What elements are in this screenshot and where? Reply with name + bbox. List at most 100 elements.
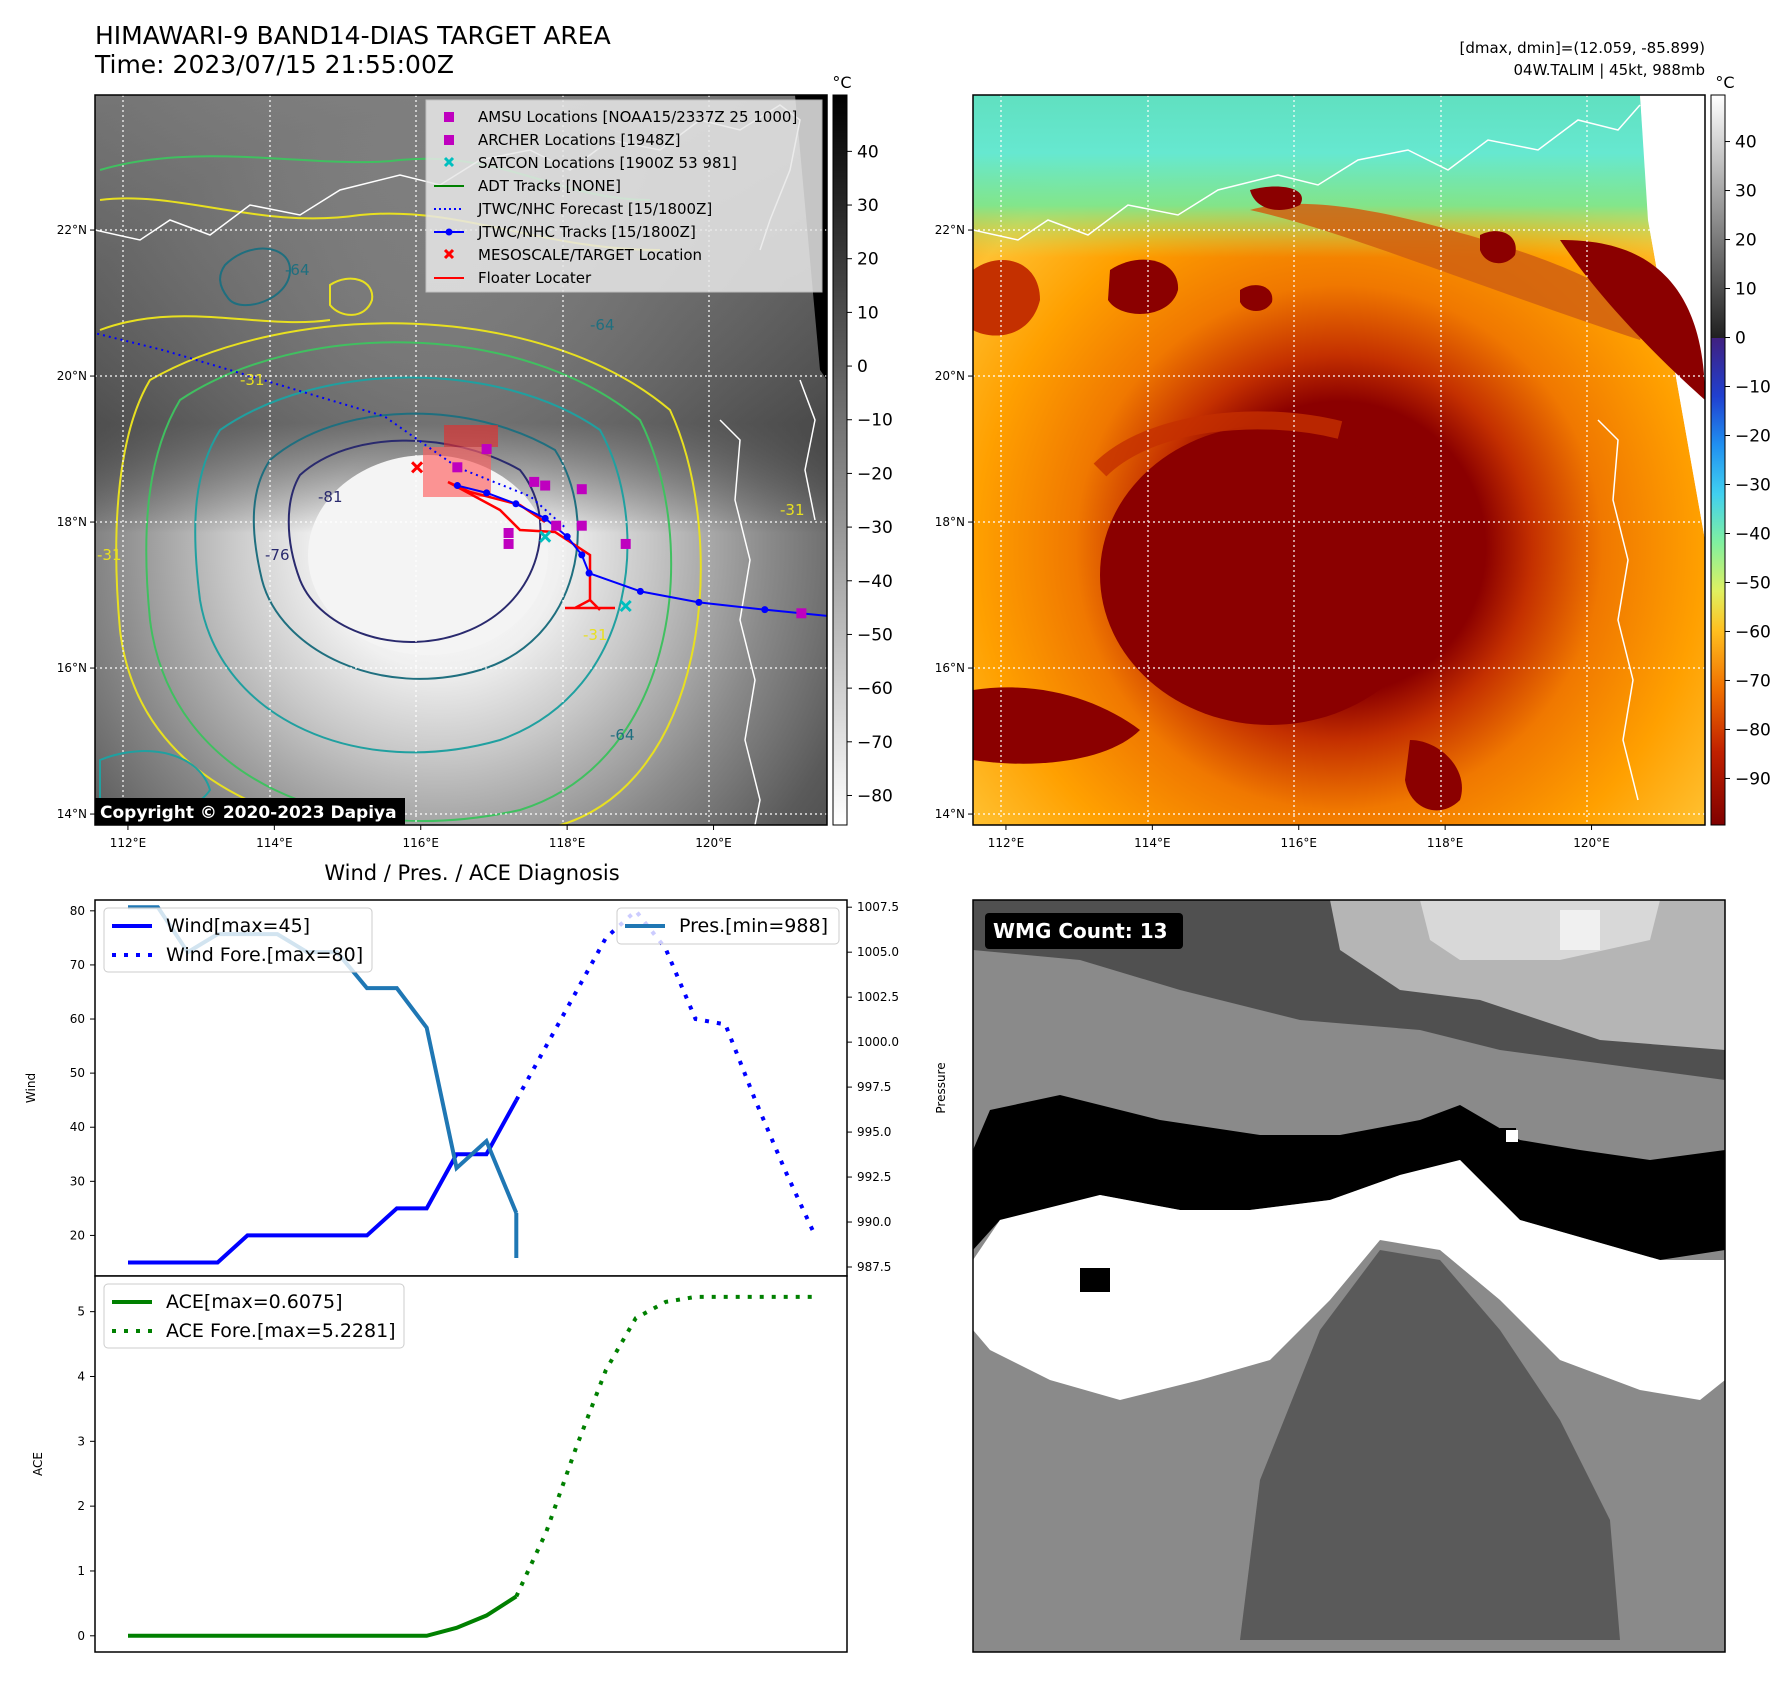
color-cloud-blob xyxy=(1405,740,1462,811)
legend-dot-symbol xyxy=(445,228,453,236)
colorbar-tick-label: −80 xyxy=(1735,720,1771,740)
left-colorbar-unit: °C xyxy=(832,73,851,92)
contour-label: -64 xyxy=(285,261,310,279)
wind-tick-label: 20 xyxy=(70,1228,85,1242)
diagnosis-title: Wind / Pres. / ACE Diagnosis xyxy=(324,861,619,885)
ace-tick-label: 2 xyxy=(77,1499,85,1513)
legend-entry-label: JTWC/NHC Forecast [15/1800Z] xyxy=(477,200,712,218)
pressure-tick-label: 997.5 xyxy=(857,1080,891,1094)
satcon-location-marker xyxy=(539,530,552,543)
wind-tick-label: 60 xyxy=(70,1012,85,1026)
color-cloud-blob xyxy=(973,687,1140,764)
pressure-tick-label: 990.0 xyxy=(857,1215,891,1229)
pressure-tick-label: 987.5 xyxy=(857,1260,891,1274)
contour-label: -76 xyxy=(265,546,290,564)
contour-label: -31 xyxy=(240,371,265,389)
contour-ring xyxy=(194,376,629,754)
ace-tick-label: 0 xyxy=(77,1629,85,1643)
pressure-axis-label: Pressure xyxy=(934,1062,948,1113)
wmg-frame xyxy=(972,899,1726,1653)
pressure-tick-label: 995.0 xyxy=(857,1125,891,1139)
map-gridlines xyxy=(973,95,1705,825)
legend-entry-label: MESOSCALE/TARGET Location xyxy=(478,246,702,264)
colorbar-tick-label: 30 xyxy=(1735,182,1757,202)
colorbar-tick-label: 0 xyxy=(857,357,868,377)
contour-label: -81 xyxy=(318,488,343,506)
lat-tick-label: 18°N xyxy=(57,515,87,529)
right-map-frame xyxy=(972,94,1706,826)
figure-title: HIMAWARI-9 BAND14-DIAS TARGET AREA xyxy=(95,21,611,50)
wmg-white-pixel xyxy=(1560,910,1600,950)
contour-ring xyxy=(145,341,673,822)
amsu-location-marker xyxy=(503,538,514,549)
contour-band xyxy=(99,315,331,331)
lon-tick-label: 116°E xyxy=(1280,836,1317,850)
contour-blob xyxy=(329,277,374,316)
colorbar-tick-label: −80 xyxy=(857,786,893,806)
pressure-tick-label: 1005.0 xyxy=(857,945,899,959)
figure-time: Time: 2023/07/15 21:55:00Z xyxy=(94,50,454,79)
pressure-axis-ticks: 1007.5 1005.0 1002.5 1000.0 997.5 995.0 992.5 9… xyxy=(847,900,899,1274)
wind-axis-ticks: 80 70 60 50 40 30 20 xyxy=(70,904,95,1242)
wmg-count-text: WMG Count: 13 xyxy=(993,919,1168,943)
wmg-count-badge xyxy=(985,913,1183,949)
ace-legend-label: ACE[max=0.6075] xyxy=(166,1291,343,1313)
colorbar-tick-label: −10 xyxy=(1735,378,1771,398)
ace-legend-box xyxy=(103,1283,405,1349)
lon-tick-label: 116°E xyxy=(402,836,439,850)
contour-ring xyxy=(287,439,542,643)
color-cloud-blob xyxy=(1560,240,1705,400)
satcon-location-marker xyxy=(619,599,632,613)
contour-label: -31 xyxy=(97,546,122,564)
legend-x-symbol xyxy=(443,248,455,260)
amsu-location-marker xyxy=(452,462,463,473)
color-cloud-blob xyxy=(973,260,1040,336)
ace-forecast-legend-label: ACE Fore.[max=5.2281] xyxy=(166,1320,396,1342)
copyright-box xyxy=(95,798,405,825)
contour-blob xyxy=(219,247,292,307)
coastline xyxy=(719,419,761,825)
jtwc-track-point xyxy=(563,533,571,541)
lat-tick-label: 16°N xyxy=(935,661,965,675)
wind-legend-label: Wind[max=45] xyxy=(166,915,310,937)
wind-tick-label: 80 xyxy=(70,904,85,918)
pressure-legend-box xyxy=(616,907,840,945)
ace-legend: ACE[max=0.6075] ACE Fore.[max=5.2281] xyxy=(103,1283,405,1349)
legend-entry-label: ARCHER Locations [1948Z] xyxy=(478,131,681,149)
jtwc-track-point xyxy=(695,598,703,606)
colorbar-tick-label: −30 xyxy=(1735,475,1771,495)
wmg-black-pixel xyxy=(1080,1268,1110,1292)
mesoscale-location-marker xyxy=(411,461,424,474)
coastline xyxy=(1597,419,1639,801)
pressure-legend: Pres.[min=988] xyxy=(616,907,840,945)
lon-tick-label: 112°E xyxy=(988,836,1025,850)
color-cold-arc xyxy=(1093,411,1343,477)
lat-tick-label: 14°N xyxy=(935,807,965,821)
left-map-frame xyxy=(94,94,828,826)
legend-square-symbol xyxy=(444,112,454,122)
jtwc-track-point xyxy=(636,587,644,595)
color-cloud-blob xyxy=(1480,231,1516,264)
colorbar-tick-label: −50 xyxy=(1735,573,1771,593)
jtwc-track-point xyxy=(585,569,593,577)
ace-tick-label: 1 xyxy=(77,1564,85,1578)
lat-tick-label: 22°N xyxy=(57,223,87,237)
legend-entry-label: JTWC/NHC Tracks [15/1800Z] xyxy=(477,223,696,241)
left-map-ticks: 112°E 114°E 116°E 118°E 120°E 22°N 20°N 18°N 16°… xyxy=(57,223,732,850)
amsu-location-marker xyxy=(620,538,631,549)
amsu-location-marker xyxy=(529,476,540,487)
ace-tick-label: 3 xyxy=(77,1434,85,1448)
colorbar-tick-label: −20 xyxy=(1735,427,1771,447)
lon-tick-label: 112°E xyxy=(110,836,147,850)
lon-tick-label: 120°E xyxy=(695,836,732,850)
amsu-location-marker xyxy=(796,608,807,619)
colorbar-tick-label: −60 xyxy=(857,679,893,699)
wind-pressure-line xyxy=(128,1099,519,1265)
wind-forecast-legend-label: Wind Fore.[max=80] xyxy=(166,944,363,966)
colorbar-tick-label: −40 xyxy=(1735,524,1771,544)
lon-tick-label: 120°E xyxy=(1573,836,1610,850)
right-colorbar-bottom xyxy=(1711,338,1725,825)
wmg-gray-core xyxy=(1240,1250,1620,1640)
legend-entry-label: ADT Tracks [NONE] xyxy=(478,177,621,195)
jtwc-track-point xyxy=(453,482,461,490)
